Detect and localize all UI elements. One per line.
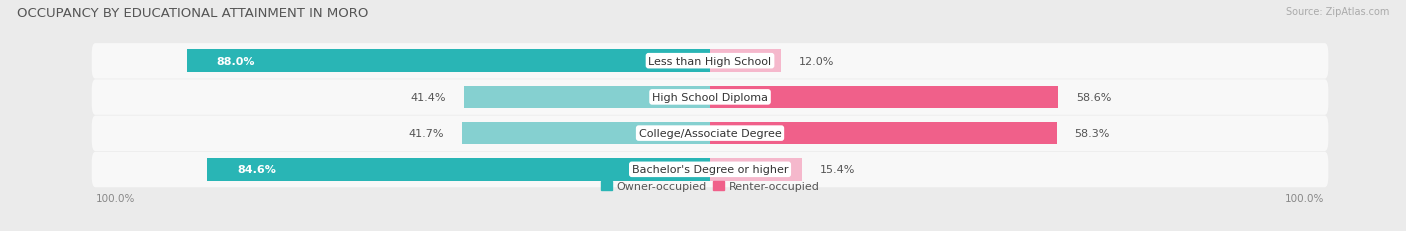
Text: 58.3%: 58.3% [1074,128,1109,139]
FancyBboxPatch shape [91,80,1329,115]
Text: 12.0%: 12.0% [799,56,835,66]
Text: 41.4%: 41.4% [411,92,446,103]
Text: OCCUPANCY BY EDUCATIONAL ATTAINMENT IN MORO: OCCUPANCY BY EDUCATIONAL ATTAINMENT IN M… [17,7,368,20]
Legend: Owner-occupied, Renter-occupied: Owner-occupied, Renter-occupied [596,177,824,196]
Bar [710,86,1059,109]
Bar [463,122,710,145]
Text: Source: ZipAtlas.com: Source: ZipAtlas.com [1285,7,1389,17]
FancyBboxPatch shape [91,116,1329,151]
Text: College/Associate Degree: College/Associate Degree [638,128,782,139]
Text: 58.6%: 58.6% [1076,92,1112,103]
Bar [207,158,710,181]
FancyBboxPatch shape [91,44,1329,79]
Bar [710,158,801,181]
Text: 84.6%: 84.6% [238,165,276,175]
Bar [710,122,1056,145]
Text: 15.4%: 15.4% [820,165,855,175]
FancyBboxPatch shape [91,152,1329,187]
Text: Less than High School: Less than High School [648,56,772,66]
Bar [464,86,710,109]
Bar [187,50,710,73]
Text: 41.7%: 41.7% [409,128,444,139]
Text: High School Diploma: High School Diploma [652,92,768,103]
Text: Bachelor's Degree or higher: Bachelor's Degree or higher [631,165,789,175]
Text: 88.0%: 88.0% [217,56,256,66]
Bar [710,50,782,73]
